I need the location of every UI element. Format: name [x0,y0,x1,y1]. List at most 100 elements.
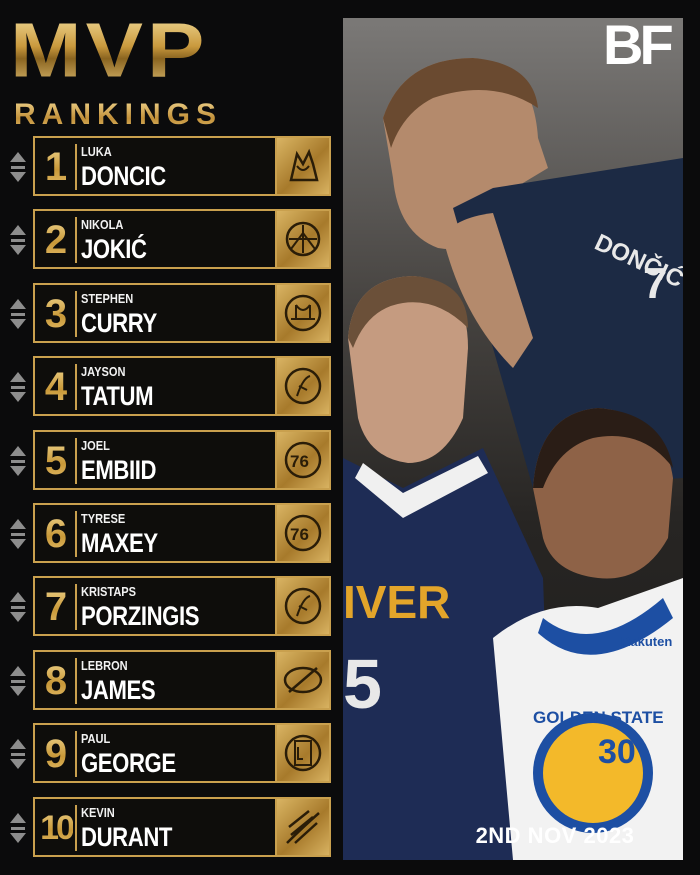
player-last-name: TATUM [81,381,154,412]
ranking-date: 2ND NOV 2023 [475,823,635,848]
player-first-name: JOEL [81,437,110,453]
ranking-row: 5 JOEL EMBIID 76 [0,429,340,492]
player-card: 9 PAUL GEORGE [33,723,331,784]
ranking-row: 10 KEVIN DURANT [0,796,340,859]
player-last-name: JOKIĆ [81,234,147,265]
rank-number: 2 [39,215,73,265]
player-first-name: KEVIN [81,804,115,820]
arrow-up-icon [10,152,26,162]
divider [75,144,77,190]
warriors-logo-icon [284,294,322,332]
arrow-up-icon [10,592,26,603]
team-logo [275,725,329,782]
photo-illustration: DONČIĆ 7 IVER 5 GOLDEN STATE 30 Rakuten [343,58,683,860]
rank-number: 4 [39,362,73,412]
arrow-down-icon [10,539,26,549]
dash-icon [11,166,25,169]
ranking-row: 4 JAYSON TATUM [0,356,340,418]
dash-icon [11,239,25,243]
rank-change-icon [10,221,26,259]
arrow-down-icon [10,318,26,329]
ranking-row: 1 LUKA DONCIC [0,136,340,198]
jersey-number-curry: 30 [598,733,636,771]
player-first-name: LUKA [81,144,112,159]
player-card: 10 KEVIN DURANT [33,796,331,857]
dash-icon [11,533,25,536]
arrow-down-icon [10,832,26,843]
divider [75,437,77,484]
player-card: 1 LUKA DONCIC [33,136,331,196]
team-logo: 76 [275,431,329,488]
player-last-name: JAMES [81,674,156,705]
jersey-number-jokic: 5 [343,645,382,723]
dash-icon [11,386,25,390]
arrow-up-icon [10,812,26,823]
divider [75,364,77,411]
celtics-logo-icon [284,367,322,405]
celtics-logo-icon [284,588,322,625]
team-logo [275,138,329,194]
team-logo [275,651,329,708]
ranking-row: 6 TYRESE MAXEY 76 [0,503,340,565]
arrow-up-icon [10,519,26,529]
dash-icon [11,826,25,830]
nuggets-logo-icon [285,222,321,257]
arrow-up-icon [10,665,26,676]
ranking-row: 8 LEBRON JAMES [0,649,340,712]
bf-logo: BF [603,13,674,76]
rank-change-icon [10,442,26,480]
player-first-name: PAUL [81,731,111,747]
player-first-name: NIKOLA [81,217,124,233]
jersey-text-jokic: IVER [343,576,450,628]
player-first-name: LEBRON [81,657,128,673]
player-card: 4 JAYSON TATUM [33,356,331,417]
dash-icon [11,459,25,463]
lakers-logo-icon [283,666,323,694]
rank-number: 10 [39,803,75,853]
team-logo [275,798,329,855]
player-card: 3 STEPHEN CURRY [33,282,331,343]
team-logo: 76 [275,505,329,561]
rank-number: 5 [39,436,73,486]
player-first-name: JAYSON [81,364,126,380]
ranking-row: 7 KRISTAPS PORZINGIS [0,576,340,638]
arrow-down-icon [10,392,26,403]
arrow-up-icon [10,445,26,456]
player-card: 2 NIKOLA JOKIĆ [33,209,331,270]
team-logo [275,358,329,415]
jersey-text-curry: GOLDEN STATE [533,708,664,727]
divider [75,217,77,264]
player-last-name: EMBIID [81,454,157,485]
rank-number: 9 [39,729,73,779]
dash-icon [11,679,25,683]
player-photo: DONČIĆ 7 IVER 5 GOLDEN STATE 30 Rakuten [343,18,683,860]
arrow-down-icon [10,172,26,182]
player-last-name: DURANT [81,821,173,852]
rank-number: 6 [39,509,73,559]
jersey-sponsor-curry: Rakuten [621,634,672,649]
rank-number: 1 [39,142,73,192]
arrow-down-icon [10,465,26,476]
dash-icon [11,753,25,757]
76ers-logo-icon: 76 [284,441,322,478]
76ers-logo-icon: 76 [284,514,322,552]
rank-number: 7 [39,582,73,632]
player-last-name: CURRY [81,307,157,338]
title-rankings: RANKINGS [14,98,334,132]
ranking-row: 2 NIKOLA JOKIĆ [0,209,340,271]
dash-icon [11,312,25,316]
player-last-name: GEORGE [81,748,176,779]
rank-number: 3 [39,289,73,339]
arrow-up-icon [10,298,26,309]
rank-change-icon [10,515,26,553]
arrow-up-icon [10,372,26,383]
arrow-up-icon [10,225,26,236]
rank-change-icon [10,295,26,333]
arrow-down-icon [10,245,26,256]
rank-change-icon [10,588,26,626]
divider [75,657,77,704]
ranking-row: 9 PAUL GEORGE [0,723,340,785]
player-first-name: KRISTAPS [81,584,137,600]
divider [75,290,77,337]
rank-change-icon [10,148,26,186]
